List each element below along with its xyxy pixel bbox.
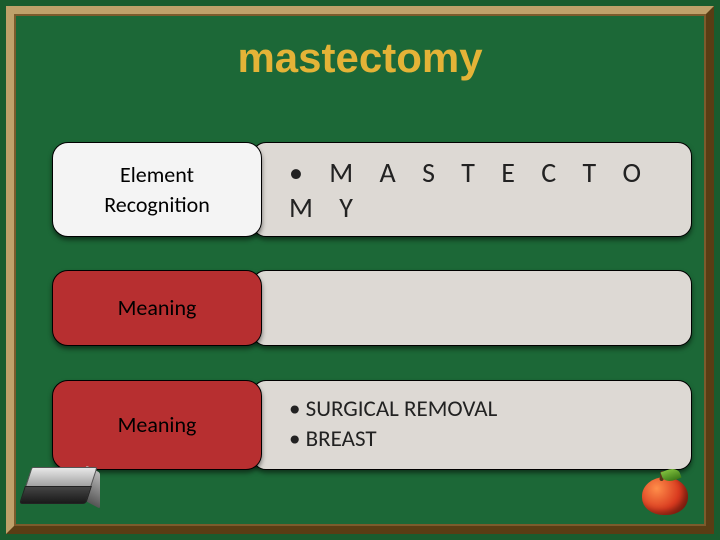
label-meaning-2: Meaning <box>52 380 262 470</box>
title-text: mastectomy <box>237 34 482 81</box>
label-element-recognition: Element Recognition <box>52 142 262 237</box>
row-meaning-2: Meaning • SURGICAL REMOVAL • BREAST <box>52 380 692 470</box>
label-line1: Element <box>120 160 194 190</box>
bullet-text: • BREAST <box>289 425 691 455</box>
label-line1: Meaning <box>118 410 197 440</box>
eraser-icon <box>26 464 100 514</box>
label-line1: Meaning <box>118 293 197 323</box>
chalkboard-frame: mastectomy Element Recognition • M A S T… <box>6 6 714 534</box>
label-meaning-1: Meaning <box>52 270 262 346</box>
content-meaning-2: • SURGICAL REMOVAL • BREAST <box>252 380 692 470</box>
row-meaning-1: Meaning <box>52 270 692 346</box>
content-meaning-1 <box>252 270 692 346</box>
label-line2: Recognition <box>104 190 210 220</box>
content-element-recognition: • M A S T E C T O M Y <box>252 142 692 237</box>
slide-title: mastectomy <box>14 34 706 82</box>
bullet-text: • M A S T E C T O M Y <box>289 155 691 225</box>
apple-icon <box>640 467 694 517</box>
row-element-recognition: Element Recognition • M A S T E C T O M … <box>52 142 692 237</box>
bullet-text: • SURGICAL REMOVAL <box>289 395 691 425</box>
